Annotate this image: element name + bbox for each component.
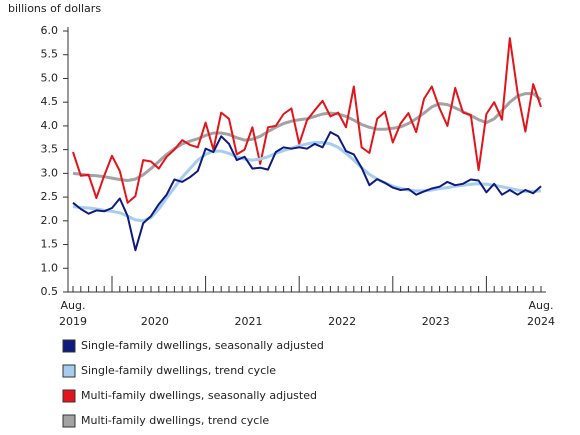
y-tick-label: 1.5 [41, 238, 59, 251]
year-label: 2023 [422, 315, 450, 328]
legend-label: Multi-family dwellings, trend cycle [81, 414, 269, 427]
legend-label: Single-family dwellings, seasonally adju… [81, 339, 324, 352]
year-label: 2022 [328, 315, 356, 328]
y-tick-label: 3.0 [41, 166, 59, 179]
legend-swatch [62, 414, 76, 428]
y-tick-label: 4.5 [41, 95, 59, 108]
y-tick-label: 2.5 [41, 190, 59, 203]
legend-swatch [62, 364, 76, 378]
y-tick-label: 5.0 [41, 71, 59, 84]
y-tick-label: 3.5 [41, 143, 59, 156]
series-line [72, 141, 542, 223]
series-line [72, 92, 542, 182]
y-tick-label: 6.0 [41, 24, 59, 37]
x-tick-label: Aug. 2019 [59, 299, 87, 328]
legend-swatch [62, 339, 76, 353]
legend-label: Multi-family dwellings, seasonally adjus… [81, 389, 317, 402]
series-line [72, 37, 542, 204]
series-line [72, 131, 542, 252]
legend-swatch [62, 389, 76, 403]
y-tick-label: 2.0 [41, 214, 59, 227]
y-tick-label: 1.0 [41, 261, 59, 274]
legend-label: Single-family dwellings, trend cycle [81, 364, 276, 377]
x-tick-label: Aug. 2024 [527, 299, 555, 328]
year-label: 2020 [141, 315, 169, 328]
y-tick-label: 0.5 [41, 285, 59, 298]
y-tick-label: 4.0 [41, 119, 59, 132]
y-tick-label: 5.5 [41, 48, 59, 61]
y-axis-label: billions of dollars [8, 2, 101, 15]
year-label: 2021 [235, 315, 263, 328]
